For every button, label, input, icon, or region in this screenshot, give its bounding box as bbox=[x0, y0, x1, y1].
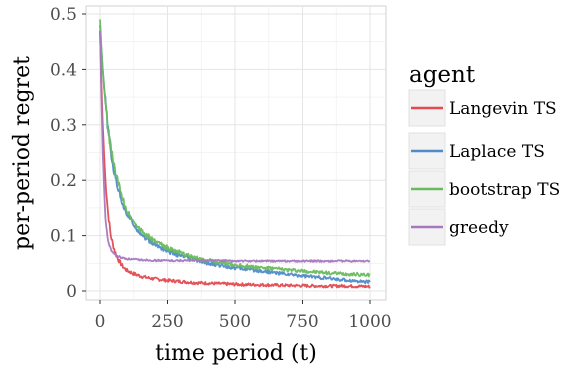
x-axis-title: time period (t) bbox=[155, 341, 317, 366]
y-axis-title: per-period regret bbox=[10, 56, 35, 250]
grid-major bbox=[86, 6, 386, 300]
y-tick-label: 0.1 bbox=[50, 227, 77, 247]
x-tick-label: 250 bbox=[151, 312, 183, 332]
y-axis: 0 0.1 0.2 0.3 0.4 0.5 bbox=[50, 5, 86, 302]
legend-items: Langevin TS Laplace TS bootstrap TS greedy bbox=[408, 89, 560, 246]
legend-label-greedy: greedy bbox=[449, 218, 509, 238]
grid-minor bbox=[86, 6, 386, 300]
series-line-laplace-ts bbox=[99, 25, 371, 285]
y-tick-label: 0.2 bbox=[50, 171, 77, 191]
y-tick-label: 0.3 bbox=[50, 116, 77, 136]
legend-label-langevin-ts: Langevin TS bbox=[449, 99, 557, 119]
legend: agent Langevin TS Laplace TS bootstrap TS g… bbox=[408, 62, 560, 246]
series-line-langevin-ts bbox=[99, 30, 371, 289]
series-line-bootstrap-ts bbox=[99, 19, 371, 278]
y-tick-label: 0.5 bbox=[50, 5, 77, 25]
legend-label-laplace-ts: Laplace TS bbox=[449, 142, 545, 162]
legend-title: agent bbox=[409, 62, 476, 88]
y-tick-label: 0 bbox=[66, 282, 77, 302]
x-axis: 0 250 500 750 1000 bbox=[95, 300, 392, 332]
x-tick-label: 0 bbox=[95, 312, 106, 332]
series-line-greedy bbox=[99, 30, 371, 263]
x-tick-label: 1000 bbox=[348, 312, 391, 332]
y-tick-label: 0.4 bbox=[50, 60, 77, 80]
plot-panel bbox=[85, 5, 387, 301]
legend-label-bootstrap-ts: bootstrap TS bbox=[449, 180, 560, 200]
x-tick-label: 500 bbox=[219, 312, 251, 332]
x-tick-label: 750 bbox=[286, 312, 318, 332]
series-layer bbox=[99, 19, 371, 289]
